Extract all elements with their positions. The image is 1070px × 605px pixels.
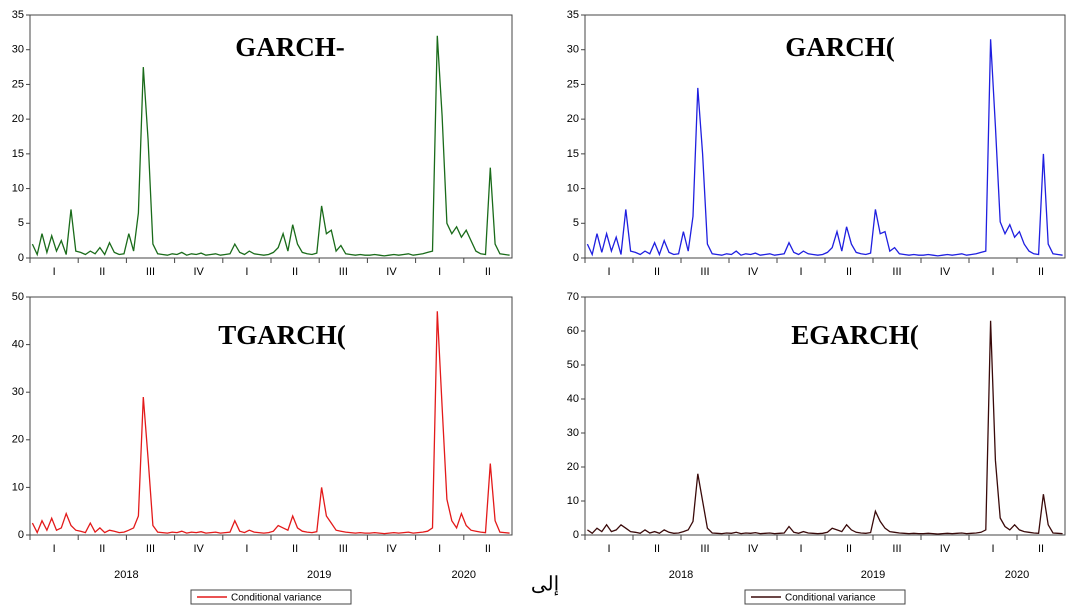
legend-label: Conditional variance: [785, 593, 876, 604]
x-tick-label: I: [799, 543, 802, 555]
x-tick-label: III: [146, 543, 155, 555]
x-tick-label: II: [654, 543, 660, 555]
x-tick-label: I: [607, 266, 610, 278]
year-label: 2018: [114, 569, 138, 581]
y-tick-label: 20: [12, 434, 24, 446]
year-label: 2020: [1005, 569, 1029, 581]
y-tick-label: 35: [567, 9, 579, 21]
panel-title: GARCH-: [235, 32, 345, 62]
panel-title: GARCH(: [785, 32, 895, 62]
x-tick-label: II: [99, 543, 105, 555]
x-tick-label: IV: [193, 266, 204, 278]
x-tick-label: IV: [386, 266, 397, 278]
y-tick-label: 50: [567, 359, 579, 371]
y-tick-label: 20: [567, 461, 579, 473]
x-tick-label: I: [53, 543, 56, 555]
x-tick-label: II: [1038, 266, 1044, 278]
series-line: [31, 311, 510, 535]
y-tick-label: 70: [567, 291, 579, 303]
x-tick-label: II: [292, 266, 298, 278]
y-tick-label: 30: [12, 386, 24, 398]
x-tick-label: I: [607, 543, 610, 555]
y-tick-label: 15: [12, 148, 24, 160]
x-tick-label: III: [700, 543, 709, 555]
x-tick-label: IV: [193, 543, 204, 555]
x-tick-label: IV: [940, 266, 951, 278]
x-tick-label: II: [485, 266, 491, 278]
series-line: [587, 320, 1063, 535]
y-tick-label: 30: [567, 44, 579, 56]
y-tick-label: 0: [18, 529, 24, 541]
x-tick-label: III: [339, 266, 348, 278]
x-tick-label: I: [245, 543, 248, 555]
year-label: 2020: [452, 569, 476, 581]
panel-title: TGARCH(: [218, 320, 346, 350]
y-tick-label: 25: [12, 78, 24, 90]
x-tick-label: II: [1038, 543, 1044, 555]
x-tick-label: II: [485, 543, 491, 555]
y-tick-label: 40: [567, 393, 579, 405]
x-tick-label: II: [292, 543, 298, 555]
y-tick-label: 50: [12, 291, 24, 303]
y-tick-label: 10: [12, 481, 24, 493]
y-tick-label: 20: [12, 113, 24, 125]
year-label: 2018: [669, 569, 693, 581]
series-line: [31, 35, 510, 257]
x-tick-label: II: [99, 266, 105, 278]
x-tick-label: I: [799, 266, 802, 278]
y-tick-label: 10: [567, 495, 579, 507]
year-label: 2019: [861, 569, 885, 581]
x-tick-label: II: [654, 266, 660, 278]
y-tick-label: 30: [12, 44, 24, 56]
y-tick-label: 10: [12, 182, 24, 194]
x-tick-label: I: [991, 266, 994, 278]
x-tick-label: I: [438, 266, 441, 278]
y-tick-label: 20: [567, 113, 579, 125]
x-tick-label: I: [991, 543, 994, 555]
series-line: [586, 39, 1063, 257]
y-tick-label: 25: [567, 78, 579, 90]
x-tick-label: III: [700, 266, 709, 278]
x-tick-label: I: [245, 266, 248, 278]
y-tick-label: 60: [567, 325, 579, 337]
x-tick-label: IV: [940, 543, 951, 555]
y-tick-label: 5: [573, 217, 579, 229]
year-label: 2019: [307, 569, 331, 581]
x-tick-label: III: [339, 543, 348, 555]
x-tick-label: I: [53, 266, 56, 278]
x-tick-label: IV: [748, 266, 759, 278]
caption: إلى: [531, 573, 559, 596]
y-tick-label: 0: [573, 252, 579, 264]
y-tick-label: 15: [567, 148, 579, 160]
y-tick-label: 40: [12, 339, 24, 351]
y-tick-label: 10: [567, 182, 579, 194]
x-tick-label: I: [438, 543, 441, 555]
y-tick-label: 30: [567, 427, 579, 439]
x-tick-label: IV: [748, 543, 759, 555]
y-tick-label: 35: [12, 9, 24, 21]
y-tick-label: 5: [18, 217, 24, 229]
y-tick-label: 0: [18, 252, 24, 264]
panel-title: EGARCH(: [791, 320, 919, 350]
y-tick-label: 0: [573, 529, 579, 541]
x-tick-label: II: [846, 543, 852, 555]
legend-label: Conditional variance: [231, 593, 322, 604]
x-tick-label: III: [892, 543, 901, 555]
x-tick-label: IV: [386, 543, 397, 555]
x-tick-label: III: [892, 266, 901, 278]
legend-box: [744, 589, 906, 605]
legend-box: [190, 589, 352, 605]
x-tick-label: III: [146, 266, 155, 278]
x-tick-label: II: [846, 266, 852, 278]
